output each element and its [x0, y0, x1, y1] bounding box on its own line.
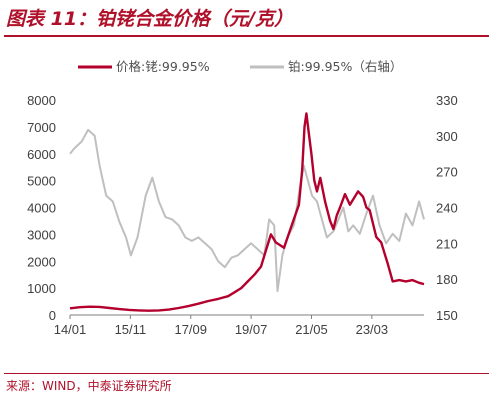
y-right-tick-label: 240	[436, 201, 458, 216]
y-left-tick-label: 0	[49, 308, 56, 323]
y-right-tick-label: 210	[436, 236, 458, 251]
x-tick-label: 19/07	[235, 322, 268, 337]
y-right-tick-label: 300	[436, 129, 458, 144]
y-right-tick-label: 330	[436, 93, 458, 108]
y-right-tick-label: 180	[436, 272, 458, 287]
y-left-tick-label: 5000	[27, 174, 56, 189]
y-left-tick-label: 7000	[27, 120, 56, 135]
x-tick-label: 15/11	[115, 322, 147, 337]
x-tick-label: 17/09	[174, 322, 207, 337]
page-title: 图表 11：铂铑合金价格（元/克）	[6, 8, 293, 30]
y-left-tick-label: 6000	[27, 147, 56, 162]
source-note: 来源：WIND，中泰证券研究所	[6, 379, 172, 393]
chart-axes: 14/01 15/11 17/09 19/07 21/05 23/03 0 1000 2000 3…	[27, 93, 458, 337]
source-divider	[4, 373, 489, 374]
y-left-tick-label: 2000	[27, 254, 56, 269]
legend-label-platinum: 铂:99.95%（右轴）	[288, 59, 402, 74]
chart-legend: 价格:铑:99.95% 铂:99.95%（右轴）	[78, 59, 402, 74]
y-left-tick-label: 8000	[27, 93, 56, 108]
series-line-rhodium	[69, 112, 425, 312]
title-divider	[4, 35, 489, 37]
series-line-platinum	[69, 128, 425, 293]
legend-label-rhodium: 价格:铑:99.95%	[116, 59, 210, 74]
x-tick-label: 14/01	[54, 322, 87, 337]
chart-series	[69, 112, 425, 312]
y-left-tick-label: 4000	[27, 201, 56, 216]
x-tick-label: 23/03	[356, 322, 389, 337]
y-right-tick-label: 270	[436, 165, 458, 180]
y-right-tick-label: 150	[436, 308, 458, 323]
chart: 价格:铑:99.95% 铂:99.95%（右轴） 14/01 15/11 17/09…	[27, 59, 458, 337]
x-tick-label: 21/05	[295, 322, 328, 337]
y-left-tick-label: 1000	[27, 281, 56, 296]
y-left-tick-label: 3000	[27, 227, 56, 242]
